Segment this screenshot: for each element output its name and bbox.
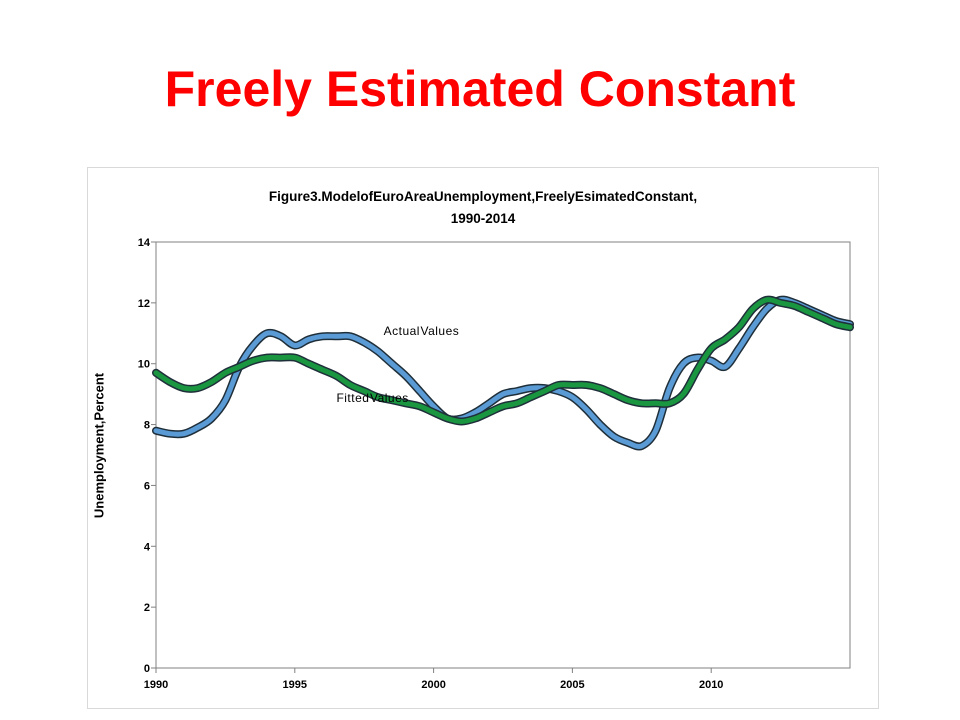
slide-title: Freely Estimated Constant — [0, 58, 960, 120]
y-tick-label: 2 — [144, 602, 150, 614]
plot-area — [156, 242, 850, 668]
y-tick-label: 4 — [144, 541, 151, 553]
x-tick-label: 1990 — [144, 679, 168, 691]
y-tick-label: 0 — [144, 663, 150, 675]
x-tick-label: 2000 — [421, 679, 445, 691]
x-tick-label: 1995 — [283, 679, 307, 691]
chart-container: Figure 3. Model of Euro Area Unemploymen… — [87, 167, 879, 709]
actual-values-label: Actual Values — [384, 324, 460, 338]
y-tick-label: 10 — [138, 359, 150, 371]
y-tick-label: 6 — [144, 480, 150, 492]
x-tick-label: 2005 — [560, 679, 584, 691]
y-tick-label: 14 — [138, 237, 151, 249]
y-tick-label: 8 — [144, 420, 150, 432]
y-tick-label: 12 — [138, 298, 150, 310]
chart-plot: 0 2 4 6 8 10 12 14 1990 1995 2000 2005 2… — [88, 168, 878, 708]
fitted-values-label: Fitted Values — [336, 391, 409, 405]
x-tick-label: 2010 — [699, 679, 723, 691]
